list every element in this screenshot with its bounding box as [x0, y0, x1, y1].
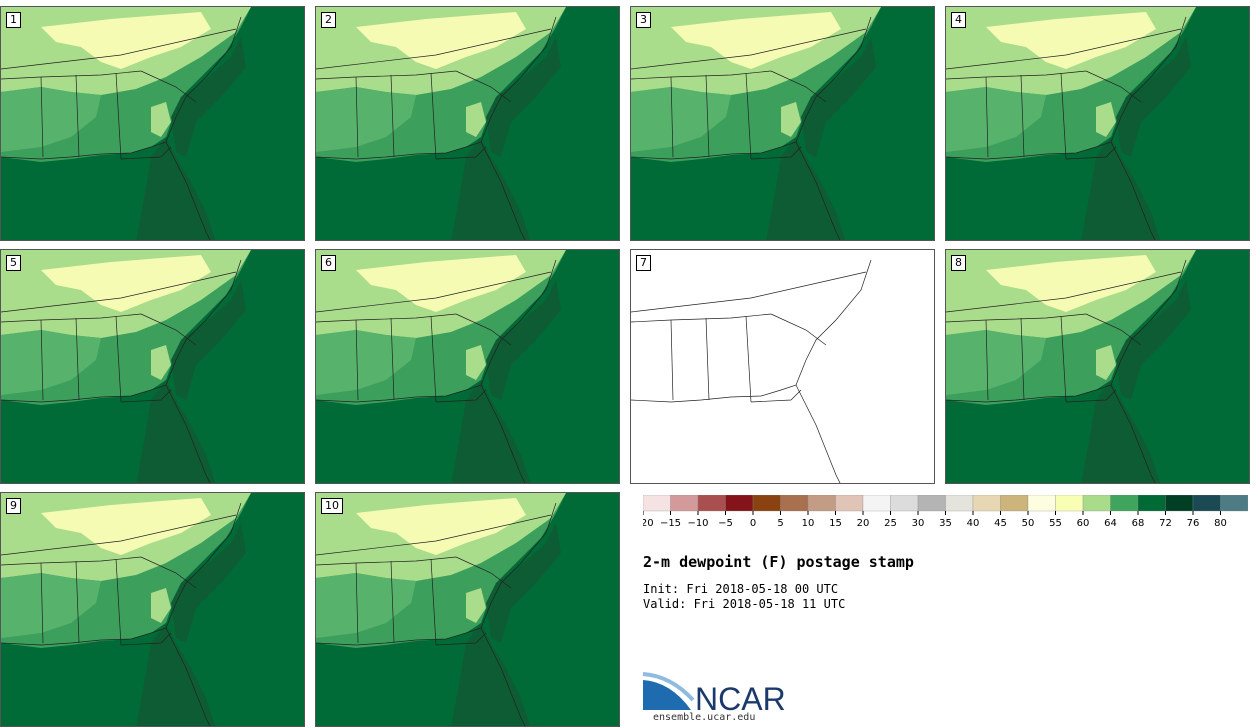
logo-text: NCAR	[695, 681, 786, 717]
colorbar-label: 68	[1132, 518, 1145, 529]
colorbar-label: 35	[939, 518, 952, 529]
panel-number: 2	[321, 12, 336, 28]
colorbar-label: 20	[857, 518, 870, 529]
valid-time: Valid: Fri 2018-05-18 11 UTC	[643, 597, 846, 611]
colorbar-label: −10	[687, 518, 708, 529]
site-url: ensemble.ucar.edu	[653, 712, 756, 723]
map-panel-8: 8	[945, 249, 1250, 484]
map-panel-9: 9	[0, 492, 305, 727]
colorbar-label: 45	[994, 518, 1007, 529]
colorbar-swatch	[1137, 495, 1166, 512]
colorbar-label: 0	[750, 518, 756, 529]
colorbar-swatch	[1082, 495, 1111, 512]
panel-number: 6	[321, 255, 336, 271]
map-panel-2: 2	[315, 6, 620, 241]
panel-number: 8	[951, 255, 966, 271]
map-panel-1: 1	[0, 6, 305, 241]
colorbar-swatch	[972, 495, 1001, 512]
colorbar-swatch	[643, 495, 671, 512]
colorbar-swatch	[1055, 495, 1084, 512]
colorbar-swatch	[1027, 495, 1056, 512]
colorbar-swatch	[1165, 495, 1194, 512]
colorbar-swatch	[697, 495, 726, 512]
colorbar-label: 64	[1104, 518, 1117, 529]
colorbar-label: 76	[1187, 518, 1200, 529]
colorbar-label: −15	[660, 518, 681, 529]
colorbar-label: 30	[912, 518, 925, 529]
ncar-logo: NCAR	[642, 672, 786, 717]
panel-number: 3	[636, 12, 651, 28]
colorbar-swatch	[670, 495, 699, 512]
colorbar-label: 72	[1159, 518, 1172, 529]
panel-number: 10	[321, 498, 343, 514]
colorbar-swatch	[752, 495, 781, 512]
colorbar-label: 15	[829, 518, 842, 529]
colorbar-label: 55	[1049, 518, 1062, 529]
colorbar-label: 80	[1214, 518, 1227, 529]
map-panel-7: 7	[630, 249, 935, 484]
colorbar-swatch	[1110, 495, 1139, 512]
panel-number: 5	[6, 255, 21, 271]
chart-title: 2-m dewpoint (F) postage stamp	[643, 553, 914, 571]
map-panel-3: 3	[630, 6, 935, 241]
colorbar-label: 5	[777, 518, 783, 529]
colorbar-swatch	[890, 495, 919, 512]
colorbar-label: 50	[1022, 518, 1035, 529]
panel-number: 9	[6, 498, 21, 514]
colorbar-label: 25	[884, 518, 897, 529]
colorbar-swatch	[945, 495, 974, 512]
map-panel-6: 6	[315, 249, 620, 484]
init-time: Init: Fri 2018-05-18 00 UTC	[643, 582, 839, 596]
colorbar-swatch	[780, 495, 809, 512]
colorbar-swatch	[917, 495, 946, 512]
colorbar-label: −20	[643, 518, 654, 529]
colorbar-swatch	[1220, 495, 1248, 512]
colorbar-label: 40	[967, 518, 980, 529]
map-panel-5: 5	[0, 249, 305, 484]
map-panel-4: 4	[945, 6, 1250, 241]
panel-number: 7	[636, 255, 651, 271]
colorbar-swatch	[725, 495, 754, 512]
colorbar: −20 −15 −10 −5 0 5 10 15 20 25 30 35 40 45 50 55 60 64 68 7…	[643, 495, 1248, 529]
colorbar-label: 60	[1077, 518, 1090, 529]
colorbar-label: 10	[802, 518, 815, 529]
colorbar-swatch	[862, 495, 891, 512]
colorbar-swatch	[807, 495, 836, 512]
colorbar-swatch	[835, 495, 864, 512]
map-panel-10: 10	[315, 492, 620, 727]
colorbar-swatch	[1192, 495, 1221, 512]
panel-number: 1	[6, 12, 21, 28]
panel-number: 4	[951, 12, 966, 28]
colorbar-label: −5	[718, 518, 733, 529]
colorbar-swatch	[1000, 495, 1029, 512]
